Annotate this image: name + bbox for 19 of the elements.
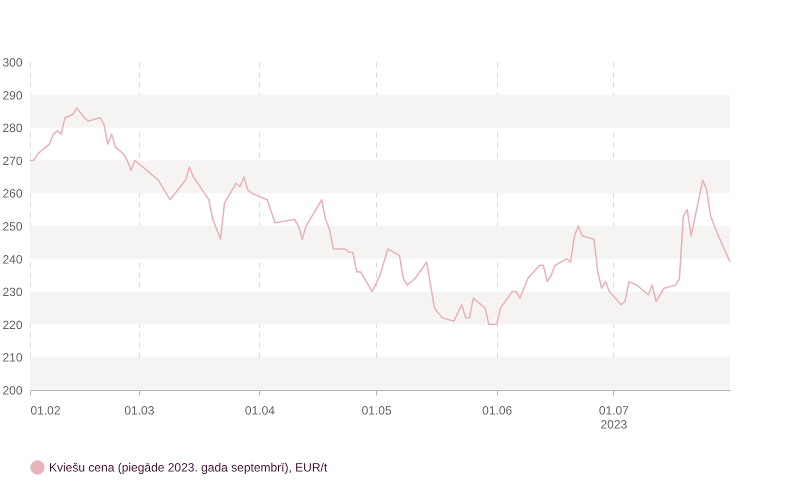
y-tick-label: 210 [2, 350, 23, 365]
y-tick-label: 300 [2, 56, 23, 70]
y-tick-label: 240 [2, 252, 23, 266]
y-tick-label: 280 [2, 121, 23, 136]
legend-label: Kviešu cena (piegāde 2023. gada septembrī), EUR/t [49, 460, 328, 474]
x-tick-label: 01.06 [482, 404, 513, 418]
y-tick-label: 290 [2, 88, 23, 102]
x-tick-label: 01.05 [362, 404, 392, 418]
y-tick-label: 260 [2, 186, 23, 201]
x-tick-label: 01.07 2023 [598, 404, 630, 432]
line-series [29, 107, 731, 326]
x-tick-label: 01.04 [244, 404, 276, 418]
y-tick-label: 220 [2, 318, 23, 332]
y-tick-label: 250 [2, 220, 23, 234]
x-tick-label: 01.02 [30, 404, 61, 418]
y-tick-label: 230 [2, 285, 23, 300]
y-tick-label: 270 [2, 154, 23, 168]
x-tick-label: 01.03 [124, 404, 155, 418]
y-tick-label: 200 [2, 384, 23, 398]
